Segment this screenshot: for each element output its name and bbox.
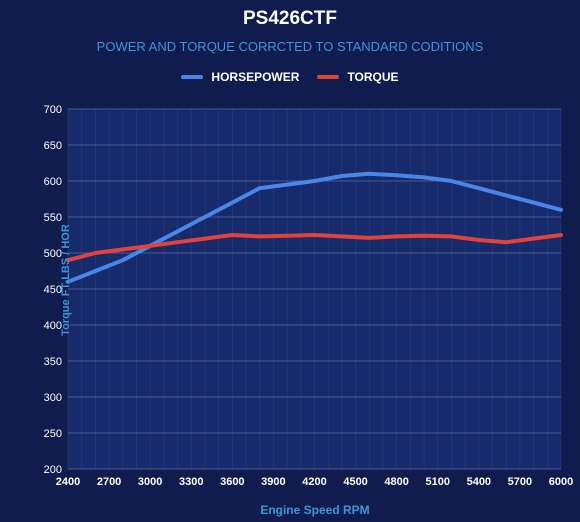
- x-tick-label: 6000: [549, 476, 573, 488]
- legend-swatch-torque: [317, 75, 340, 79]
- x-tick-label: 3000: [138, 476, 162, 488]
- x-tick-label: 4500: [343, 476, 367, 488]
- chart-title: PS426CTF: [243, 8, 337, 29]
- y-axis-label: Torque FT-LBS / HOR: [59, 224, 72, 336]
- x-tick-label: 3900: [261, 476, 285, 488]
- x-tick-label: 2700: [97, 476, 121, 488]
- y-tick-label: 400: [44, 320, 62, 332]
- legend-label-horsepower: HORSEPOWER: [211, 70, 300, 84]
- x-tick-label: 3600: [220, 476, 244, 488]
- x-tick-label: 5400: [467, 476, 491, 488]
- x-axis-label: Engine Speed RPM: [260, 503, 370, 517]
- y-tick-label: 600: [44, 176, 62, 188]
- chart-legend: HORSEPOWER TORQUE: [0, 70, 580, 84]
- y-tick-label: 700: [44, 104, 62, 116]
- legend-label-torque: TORQUE: [347, 70, 399, 84]
- legend-item-torque[interactable]: TORQUE: [317, 70, 399, 84]
- legend-item-horsepower[interactable]: HORSEPOWER: [181, 70, 299, 84]
- y-tick-label: 350: [44, 356, 62, 368]
- y-tick-label: 200: [44, 464, 62, 476]
- x-tick-label: 4200: [302, 476, 326, 488]
- y-tick-label: 650: [44, 140, 62, 152]
- y-tick-label: 250: [44, 428, 62, 440]
- y-tick-label: 450: [44, 284, 62, 296]
- legend-swatch-horsepower: [181, 75, 204, 79]
- chart-subtitle: POWER AND TORQUE CORRCTED TO STANDARD CO…: [96, 39, 484, 54]
- x-tick-label: 3300: [179, 476, 203, 488]
- x-tick-label: 5100: [426, 476, 450, 488]
- x-tick-label: 2400: [56, 476, 80, 488]
- series-line-torque: [66, 233, 563, 263]
- y-tick-label: 550: [44, 212, 62, 224]
- y-tick-label: 300: [44, 392, 62, 404]
- x-tick-label: 5700: [508, 476, 532, 488]
- x-tick-label: 4800: [384, 476, 408, 488]
- y-tick-label: 500: [44, 248, 62, 260]
